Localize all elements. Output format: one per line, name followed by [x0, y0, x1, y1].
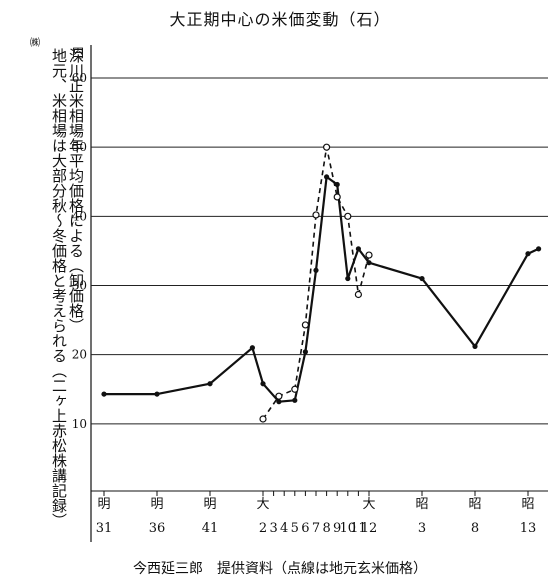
data-point-solid-3: [249, 345, 255, 351]
y-tick-label-50: 50: [72, 140, 87, 154]
data-point-solid-11: [345, 275, 351, 282]
x-tick-label-14: 3: [418, 521, 426, 536]
data-point-solid-2: [207, 381, 213, 387]
data-point-solid-15: [472, 343, 478, 349]
y-tick-label-60: 60: [72, 71, 87, 85]
y-unit-label: 円: [72, 46, 84, 60]
y-tick-label-40: 40: [72, 209, 87, 223]
x-tick-label-12: 11: [350, 521, 367, 536]
x-tick-label-9: 8: [322, 521, 330, 536]
data-point-solid-17: [536, 246, 542, 252]
data-point-solid-16: [525, 251, 531, 257]
data-point-solid-4: [260, 381, 266, 387]
data-point-solid-8: [313, 267, 319, 273]
y-tick-label-20: 20: [72, 348, 87, 362]
x-tick-label-15: 8: [471, 521, 479, 536]
x-tick-label-16: 13: [520, 521, 537, 536]
x-tick-era-3: 大: [256, 497, 269, 512]
data-point-solid-1: [154, 391, 160, 397]
x-tick-era-1: 明: [150, 497, 163, 512]
x-tick-label-3: 2: [259, 521, 267, 536]
data-point-dashed-5: [323, 143, 331, 151]
data-point-solid-5: [276, 399, 282, 405]
x-tick-era-14: 昭: [415, 497, 428, 512]
x-tick-label-0: 31: [96, 521, 113, 536]
data-point-dashed-1: [275, 392, 283, 400]
data-point-solid-12: [355, 246, 361, 252]
y-tick-label-30: 30: [72, 279, 87, 293]
data-point-dashed-6: [333, 193, 341, 201]
chart-caption: 今西延三郎 提供資料（点線は地元玄米価格）: [133, 561, 427, 577]
data-point-dashed-0: [259, 415, 267, 423]
x-tick-label-6: 5: [291, 521, 299, 536]
chart-title: 大正期中心の米価変動（石）: [169, 10, 391, 29]
x-tick-label-11: 10: [340, 521, 357, 536]
data-point-dashed-2: [291, 385, 299, 393]
x-tick-label-4: 3: [269, 521, 277, 536]
x-tick-label-1: 36: [149, 521, 166, 536]
data-point-dashed-4: [312, 211, 320, 219]
data-point-solid-9: [324, 174, 330, 180]
x-tick-label-2: 41: [202, 521, 219, 536]
data-point-dashed-7: [344, 212, 352, 220]
x-tick-label-10: 9: [333, 521, 341, 536]
data-point-solid-10: [334, 181, 340, 188]
data-point-solid-14: [419, 275, 425, 282]
data-point-solid-13: [366, 260, 372, 266]
data-point-solid-6: [292, 397, 298, 403]
data-point-solid-7: [302, 349, 308, 355]
data-point-dashed-9: [365, 251, 373, 259]
y-tick-label-10: 10: [72, 417, 87, 431]
x-tick-era-16: 昭: [521, 497, 534, 512]
series-line-solid: [104, 175, 540, 403]
x-tick-era-15: 昭: [468, 497, 481, 512]
data-point-solid-0: [101, 391, 107, 397]
data-point-dashed-3: [301, 321, 309, 329]
x-tick-era-2: 明: [203, 497, 216, 512]
x-tick-label-5: 4: [280, 521, 288, 536]
note-text-2: 深川正米相場年平均価格による（卸価格）: [67, 48, 85, 333]
x-tick-era-13: 大: [362, 497, 375, 512]
x-tick-label-7: 6: [301, 521, 309, 536]
x-tick-era-0: 明: [97, 497, 110, 512]
note-text-1: 地元、米相場は大部分秋〜冬価格と考えられる（二ヶ上赤松株講記録）: [50, 48, 68, 528]
data-point-dashed-8: [354, 290, 362, 299]
x-tick-label-8: 7: [312, 521, 320, 536]
note-mark: ㈱: [30, 38, 40, 49]
x-tick-label-13: 12: [361, 521, 378, 536]
series-line-dashed: [262, 146, 370, 420]
